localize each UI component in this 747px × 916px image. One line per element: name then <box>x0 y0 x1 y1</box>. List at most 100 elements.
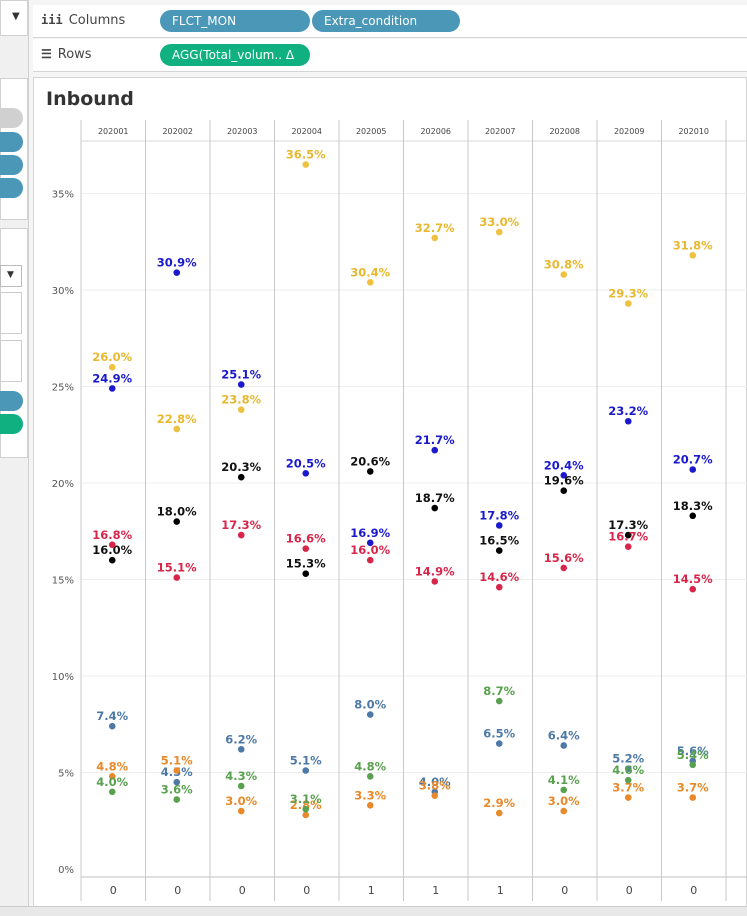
data-point[interactable] <box>108 556 116 564</box>
data-point[interactable] <box>624 776 632 784</box>
data-point[interactable] <box>495 740 503 747</box>
data-point[interactable] <box>237 782 245 790</box>
data-point[interactable] <box>689 794 697 801</box>
data-point[interactable] <box>173 518 181 525</box>
data-point[interactable] <box>624 300 632 307</box>
data-point[interactable] <box>624 417 632 425</box>
column-header[interactable]: 202005 <box>356 127 387 136</box>
data-point[interactable] <box>302 470 310 477</box>
data-point[interactable] <box>495 228 503 236</box>
column-header[interactable]: 202001 <box>98 127 129 136</box>
extra-condition-label[interactable]: 1 <box>497 884 504 897</box>
data-point[interactable] <box>302 161 310 168</box>
data-point[interactable] <box>560 786 568 794</box>
extra-condition-label[interactable]: 0 <box>690 884 697 897</box>
data-point[interactable] <box>560 271 568 278</box>
data-point[interactable] <box>431 446 439 454</box>
left-panel-pill-blue-4[interactable] <box>0 391 23 411</box>
data-point[interactable] <box>173 269 181 276</box>
data-point[interactable] <box>689 251 697 259</box>
extra-condition-label[interactable]: 0 <box>626 884 633 897</box>
left-panel-field-2[interactable] <box>0 340 22 382</box>
data-point[interactable] <box>431 234 439 242</box>
left-panel-pill-blue-1[interactable] <box>0 132 23 152</box>
extra-condition-label[interactable]: 0 <box>561 884 568 897</box>
data-point[interactable] <box>108 363 116 371</box>
data-point[interactable] <box>560 471 568 479</box>
left-panel-field-1[interactable] <box>0 292 22 334</box>
data-point[interactable] <box>689 466 697 473</box>
data-point[interactable] <box>108 541 116 549</box>
data-point[interactable] <box>431 792 439 799</box>
data-point[interactable] <box>495 547 503 554</box>
data-point[interactable] <box>366 711 374 718</box>
data-point[interactable] <box>302 805 310 813</box>
data-point[interactable] <box>495 583 503 591</box>
data-point[interactable] <box>108 722 116 730</box>
data-point[interactable] <box>366 556 374 564</box>
extra-condition-label[interactable]: 1 <box>368 884 375 897</box>
data-point[interactable] <box>560 487 568 495</box>
chevron-down-icon[interactable]: ▼ <box>12 11 20 22</box>
data-point[interactable] <box>302 767 310 774</box>
flct-mon-pill[interactable]: FLCT_MON <box>160 10 310 32</box>
data-point[interactable] <box>237 531 245 539</box>
data-point[interactable] <box>173 778 181 786</box>
data-point[interactable] <box>431 504 439 512</box>
data-point[interactable] <box>302 545 310 552</box>
column-header[interactable]: 202007 <box>485 127 516 136</box>
column-header[interactable]: 202010 <box>678 127 709 136</box>
data-point[interactable] <box>366 539 374 547</box>
column-header[interactable]: 202009 <box>614 127 645 136</box>
data-point[interactable] <box>366 773 374 780</box>
extra-condition-pill[interactable]: Extra_condition <box>312 10 460 32</box>
data-point[interactable] <box>560 807 568 815</box>
column-header[interactable]: 202003 <box>227 127 258 136</box>
data-point[interactable] <box>366 468 374 475</box>
data-point[interactable] <box>237 381 245 388</box>
data-point[interactable] <box>173 796 181 803</box>
data-point[interactable] <box>237 473 245 481</box>
data-point[interactable] <box>366 278 374 286</box>
data-point[interactable] <box>624 765 632 772</box>
extra-condition-label[interactable]: 0 <box>239 884 246 897</box>
column-header[interactable]: 202002 <box>162 127 193 136</box>
data-point[interactable] <box>237 406 245 413</box>
data-point[interactable] <box>560 564 568 572</box>
left-panel-pill-grey[interactable] <box>0 108 23 128</box>
data-point[interactable] <box>689 585 697 593</box>
left-panel-select[interactable]: ▼ <box>0 265 22 287</box>
extra-condition-label[interactable]: 0 <box>303 884 310 897</box>
data-point[interactable] <box>173 767 181 774</box>
data-point[interactable] <box>624 543 632 550</box>
column-header[interactable]: 202006 <box>420 127 451 136</box>
data-point[interactable] <box>108 385 116 392</box>
extra-condition-label[interactable]: 0 <box>110 884 117 897</box>
data-point[interactable] <box>495 697 503 705</box>
left-panel-pill-green[interactable] <box>0 414 23 434</box>
total-volume-pill[interactable]: AGG(Total_volum.. Δ <box>160 44 310 66</box>
extra-condition-label[interactable]: 0 <box>174 884 181 897</box>
data-point[interactable] <box>173 425 181 433</box>
left-panel-pill-blue-3[interactable] <box>0 178 23 198</box>
extra-condition-label[interactable]: 1 <box>432 884 439 897</box>
left-panel-pill-blue-2[interactable] <box>0 155 23 175</box>
data-point[interactable] <box>302 811 310 819</box>
data-point[interactable] <box>302 570 310 578</box>
data-point[interactable] <box>108 773 116 780</box>
data-point[interactable] <box>366 802 374 809</box>
data-point[interactable] <box>624 794 632 801</box>
data-point[interactable] <box>624 531 632 539</box>
data-point[interactable] <box>173 574 181 581</box>
data-point[interactable] <box>108 788 116 796</box>
column-header[interactable]: 202004 <box>291 127 322 136</box>
data-point[interactable] <box>495 522 503 529</box>
data-point[interactable] <box>495 809 503 817</box>
data-point[interactable] <box>237 807 245 815</box>
data-point[interactable] <box>237 746 245 753</box>
data-point[interactable] <box>689 761 697 769</box>
data-point[interactable] <box>431 578 439 585</box>
column-header[interactable]: 202008 <box>549 127 580 136</box>
data-point[interactable] <box>560 742 568 749</box>
data-point[interactable] <box>689 512 697 520</box>
